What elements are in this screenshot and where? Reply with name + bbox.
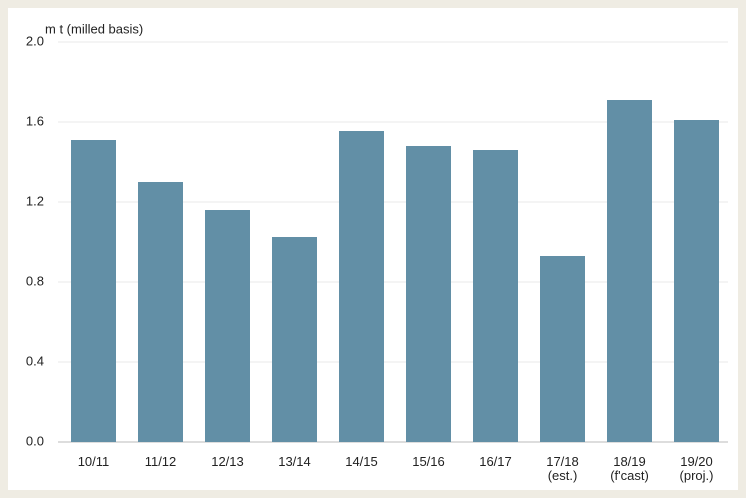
- x-tick-label: 19/20 (proj.): [679, 454, 714, 483]
- bar: [540, 256, 585, 442]
- bar: [71, 140, 116, 442]
- y-tick-label: 2.0: [26, 33, 44, 48]
- bar: [205, 210, 250, 442]
- y-tick-label: 0.8: [26, 273, 44, 288]
- x-tick-label: 10/11: [77, 454, 110, 469]
- y-tick-label: 0.0: [26, 433, 44, 448]
- bar: [674, 120, 719, 442]
- x-tick-label: 13/14: [278, 454, 311, 469]
- bar: [339, 131, 384, 442]
- y-axis-label: m t (milled basis): [45, 21, 143, 36]
- x-tick-label: 14/15: [345, 454, 378, 469]
- x-tick-label: 12/13: [211, 454, 244, 469]
- x-tick-label: 15/16: [412, 454, 445, 469]
- bar: [138, 182, 183, 442]
- y-tick-label: 1.6: [26, 113, 44, 128]
- x-tick-label: 11/12: [144, 454, 177, 469]
- bar: [473, 150, 518, 442]
- x-tick-label: 16/17: [479, 454, 512, 469]
- bar: [607, 100, 652, 442]
- x-tick-label: 17/18 (est.): [546, 454, 579, 483]
- bar: [406, 146, 451, 442]
- y-tick-label: 1.2: [26, 193, 44, 208]
- y-tick-label: 0.4: [26, 353, 44, 368]
- bar: [272, 237, 317, 442]
- x-tick-label: 18/19 (f'cast): [610, 454, 649, 483]
